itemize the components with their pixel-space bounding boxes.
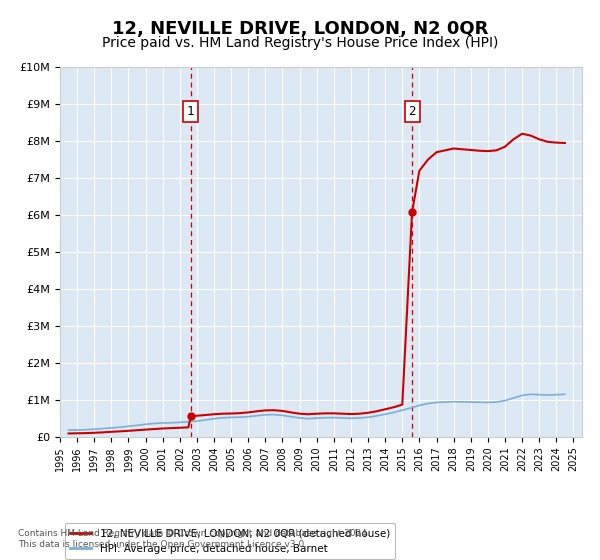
Text: 2: 2 bbox=[409, 105, 416, 118]
Legend: 12, NEVILLE DRIVE, LONDON, N2 0QR (detached house), HPI: Average price, detached: 12, NEVILLE DRIVE, LONDON, N2 0QR (detac… bbox=[65, 524, 395, 559]
Text: 12, NEVILLE DRIVE, LONDON, N2 0QR: 12, NEVILLE DRIVE, LONDON, N2 0QR bbox=[112, 20, 488, 38]
Text: Price paid vs. HM Land Registry's House Price Index (HPI): Price paid vs. HM Land Registry's House … bbox=[102, 36, 498, 50]
Text: Contains HM Land Registry data © Crown copyright and database right 2024.
This d: Contains HM Land Registry data © Crown c… bbox=[18, 529, 370, 549]
Text: 1: 1 bbox=[187, 105, 194, 118]
